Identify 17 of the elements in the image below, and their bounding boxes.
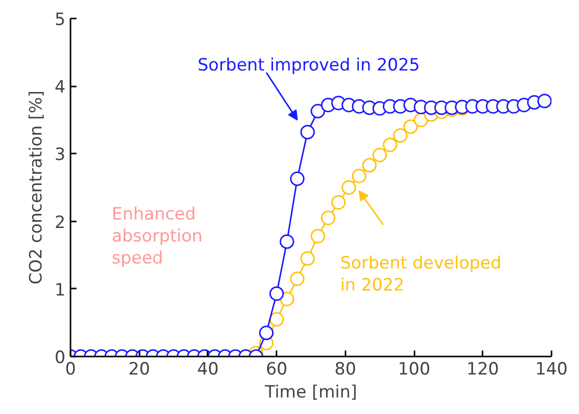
x-tick-label: 60 (266, 360, 288, 380)
y-tick-label: 3 (54, 145, 66, 166)
x-tick-label: 40 (197, 360, 219, 380)
annotation: Enhanced absorption speed (112, 204, 203, 268)
x-tick-label: 100 (398, 360, 430, 380)
series-label: Sorbent developed in 2022 (340, 254, 502, 296)
x-tick-label: 80 (334, 360, 356, 380)
x-tick-label: 140 (535, 360, 568, 380)
y-tick-label: 4 (54, 78, 66, 98)
x-axis-title: Time [min] (264, 382, 358, 402)
x-tick-label: 20 (128, 360, 150, 380)
y-tick-label: 2 (54, 212, 66, 233)
y-axis-title: CO2 concentration [%] (26, 90, 47, 285)
y-tick-label: 1 (54, 280, 66, 300)
y-tick-label: 5 (54, 10, 66, 30)
x-tick-label: 120 (466, 360, 500, 380)
series-label: Sorbent improved in 2025 (198, 56, 420, 76)
